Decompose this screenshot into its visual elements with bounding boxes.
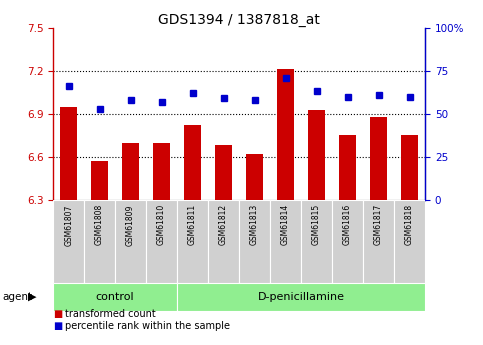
Bar <box>153 142 170 200</box>
Text: ▶: ▶ <box>28 292 37 302</box>
Text: GSM61808: GSM61808 <box>95 204 104 246</box>
Text: D-penicillamine: D-penicillamine <box>257 292 344 302</box>
Text: GSM61814: GSM61814 <box>281 204 290 246</box>
Bar <box>122 142 139 200</box>
Bar <box>208 200 239 283</box>
Bar <box>277 69 294 200</box>
Bar <box>270 200 301 283</box>
Text: GSM61818: GSM61818 <box>405 204 414 245</box>
Text: GSM61812: GSM61812 <box>219 204 228 245</box>
Text: GSM61811: GSM61811 <box>188 204 197 245</box>
Bar <box>184 125 201 200</box>
Bar <box>239 200 270 283</box>
Text: GSM61813: GSM61813 <box>250 204 259 246</box>
Text: GSM61817: GSM61817 <box>374 204 383 246</box>
Text: GSM61807: GSM61807 <box>64 204 73 246</box>
Text: GSM61809: GSM61809 <box>126 204 135 246</box>
Bar <box>394 200 425 283</box>
Bar <box>60 107 77 200</box>
Bar <box>301 200 332 283</box>
Bar <box>339 135 356 200</box>
Text: GSM61810: GSM61810 <box>157 204 166 246</box>
Bar <box>115 200 146 283</box>
Text: agent: agent <box>2 292 32 302</box>
Text: transformed count: transformed count <box>65 309 156 319</box>
Bar <box>177 200 208 283</box>
Bar <box>177 283 425 310</box>
Bar <box>53 283 177 310</box>
Bar <box>146 200 177 283</box>
Bar <box>84 200 115 283</box>
Bar <box>91 161 108 200</box>
Text: ■: ■ <box>53 321 62 331</box>
Bar <box>215 146 232 200</box>
Bar <box>401 135 418 200</box>
Text: GSM61815: GSM61815 <box>312 204 321 246</box>
Bar <box>308 109 325 200</box>
Bar <box>246 154 263 200</box>
Bar <box>332 200 363 283</box>
Title: GDS1394 / 1387818_at: GDS1394 / 1387818_at <box>158 12 320 27</box>
Text: control: control <box>96 292 134 302</box>
Text: percentile rank within the sample: percentile rank within the sample <box>65 321 230 331</box>
Text: GSM61816: GSM61816 <box>343 204 352 246</box>
Bar <box>363 200 394 283</box>
Bar <box>370 117 387 200</box>
Bar <box>53 200 84 283</box>
Text: ■: ■ <box>53 309 62 319</box>
